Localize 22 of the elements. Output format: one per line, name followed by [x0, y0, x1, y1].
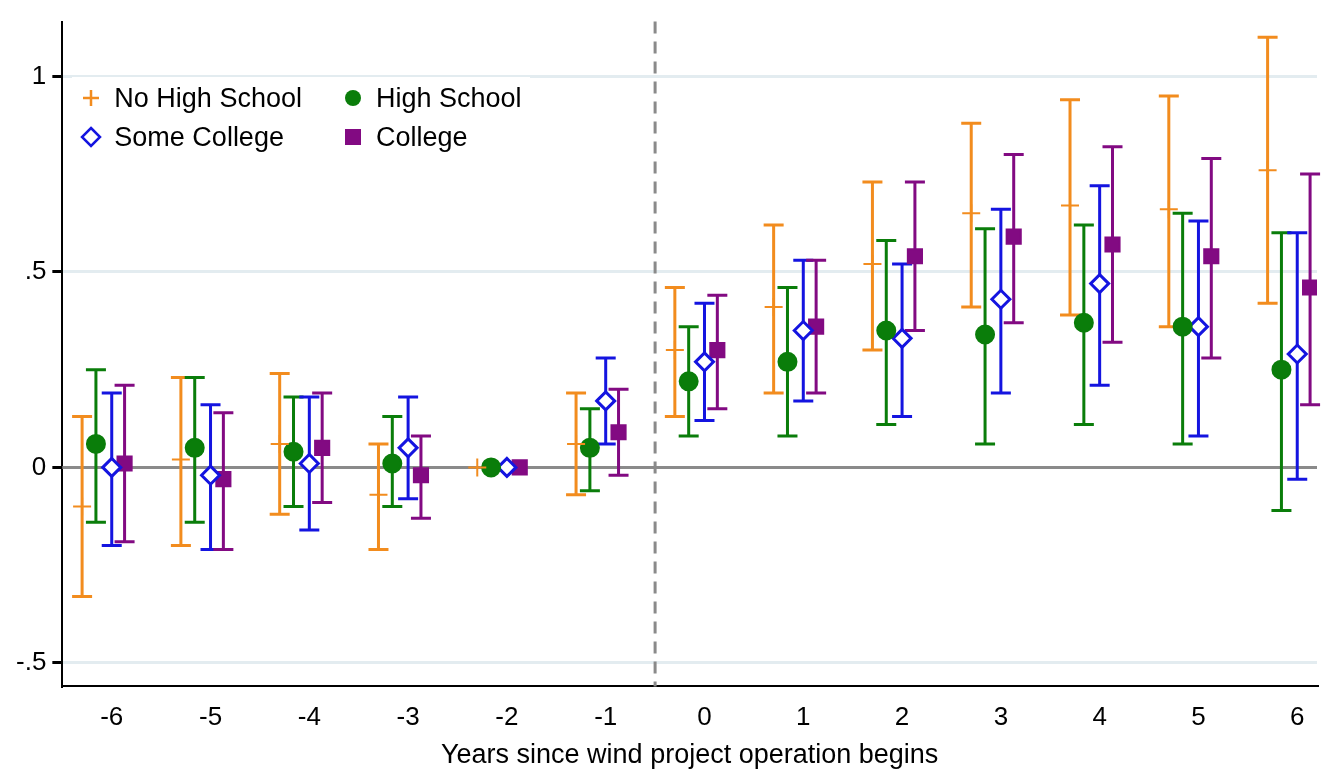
x-tick-label: 3	[993, 701, 1009, 732]
legend-label: College	[375, 121, 468, 153]
y-tick-label: 1	[31, 59, 47, 90]
x-tick-label: -4	[297, 701, 321, 732]
x-axis-title: Years since wind project operation begins	[441, 739, 939, 770]
x-tick-label: 2	[894, 701, 910, 732]
x-tick-label: 6	[1290, 701, 1305, 732]
x-tick-label: 5	[1191, 701, 1206, 732]
legend-label: Some College	[114, 121, 284, 153]
y-tick-label: .5	[24, 255, 47, 286]
legend-label: No High School	[114, 82, 302, 114]
x-tick-label: -3	[396, 701, 420, 732]
legend-label: High School	[375, 82, 522, 114]
x-tick-label: 0	[697, 701, 712, 732]
y-tick-label: 0	[31, 450, 47, 481]
x-tick-label: 4	[1092, 701, 1107, 732]
x-tick-label: 1	[796, 701, 811, 732]
y-tick-label: -.5	[16, 646, 47, 677]
x-tick-label: -5	[198, 701, 223, 732]
x-tick-label: -1	[594, 701, 618, 732]
x-tick-label: -2	[495, 701, 519, 732]
x-tick-label: -6	[100, 701, 124, 732]
